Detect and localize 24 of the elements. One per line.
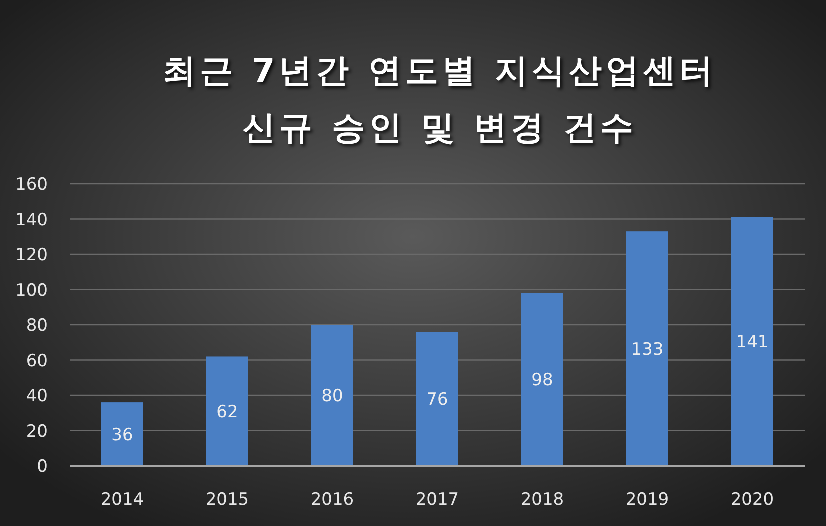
y-tick-label: 20 <box>26 422 48 442</box>
x-tick-label: 2020 <box>730 490 774 510</box>
y-tick-label: 100 <box>16 280 48 301</box>
y-tick-label: 0 <box>37 457 48 477</box>
x-tick-label: 2016 <box>310 490 354 510</box>
data-label: 98 <box>532 370 554 391</box>
x-tick-label: 2019 <box>626 490 670 510</box>
y-tick-label: 40 <box>26 386 48 406</box>
x-tick-label: 2017 <box>416 490 460 510</box>
y-tick-label: 140 <box>16 210 48 230</box>
data-label: 80 <box>322 386 344 406</box>
data-label: 141 <box>736 332 769 353</box>
data-label: 76 <box>426 390 448 410</box>
chart-title: 최근 7년간 연도별 지식산업센터 신규 승인 및 변경 건수 <box>162 51 718 147</box>
data-label: 133 <box>631 340 664 360</box>
x-tick-label: 2014 <box>100 490 144 510</box>
x-tick-label: 2018 <box>520 490 564 510</box>
y-tick-label: 160 <box>16 175 48 195</box>
y-tick-label: 60 <box>26 351 48 372</box>
data-label: 36 <box>112 425 134 446</box>
data-label: 62 <box>216 402 238 422</box>
x-tick-label: 2015 <box>206 490 250 510</box>
y-tick-label: 120 <box>16 246 48 266</box>
y-tick-label: 80 <box>26 316 48 336</box>
